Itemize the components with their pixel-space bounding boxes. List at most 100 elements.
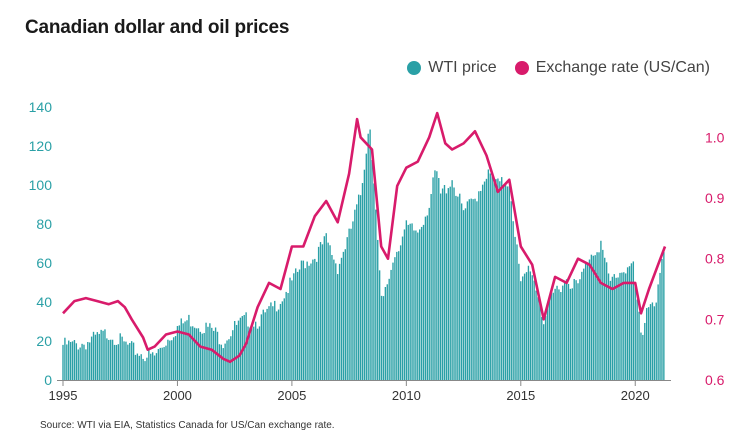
wti-bar bbox=[396, 251, 398, 380]
wti-bar bbox=[373, 183, 375, 380]
wti-bar bbox=[323, 236, 326, 380]
wti-bar bbox=[571, 288, 573, 380]
wti-bar bbox=[636, 299, 638, 380]
wti-bar bbox=[121, 336, 123, 380]
wti-bar bbox=[489, 173, 491, 380]
wti-bar bbox=[398, 251, 400, 380]
wti-bar bbox=[279, 303, 282, 380]
wti-bar bbox=[581, 271, 583, 380]
wti-bar bbox=[420, 226, 423, 380]
wti-bar bbox=[602, 249, 604, 380]
wti-bar bbox=[432, 177, 434, 380]
x-tick-label: 2005 bbox=[277, 388, 306, 403]
wti-bar bbox=[207, 326, 209, 380]
wti-bar bbox=[392, 262, 394, 380]
wti-bar bbox=[415, 230, 417, 380]
wti-bar bbox=[640, 332, 642, 380]
wti-bar bbox=[138, 355, 140, 380]
wti-bar bbox=[638, 311, 640, 380]
wti-bar bbox=[439, 193, 442, 380]
wti-bar bbox=[338, 263, 341, 380]
wti-bar bbox=[71, 341, 74, 380]
wti-bar bbox=[419, 229, 421, 380]
wti-bar bbox=[304, 268, 306, 380]
wti-bar bbox=[144, 361, 146, 380]
wti-bar bbox=[460, 203, 463, 380]
wti-bar bbox=[476, 201, 478, 380]
wti-bar bbox=[317, 246, 320, 380]
wti-bar bbox=[625, 273, 627, 380]
wti-bar bbox=[371, 160, 373, 380]
wti-bar bbox=[567, 283, 570, 380]
wti-bar bbox=[272, 306, 274, 380]
wti-bar bbox=[649, 304, 652, 380]
wti-bar bbox=[92, 331, 95, 380]
x-tick-label: 2015 bbox=[506, 388, 535, 403]
wti-bar bbox=[333, 259, 335, 380]
wti-bar bbox=[68, 340, 70, 380]
wti-bar bbox=[77, 349, 79, 380]
wti-bar bbox=[220, 344, 223, 380]
wti-bar bbox=[613, 274, 615, 380]
wti-bar bbox=[541, 317, 543, 380]
y-left-tick-label: 0 bbox=[44, 372, 52, 388]
wti-bar bbox=[573, 278, 575, 380]
wti-bar bbox=[209, 323, 211, 380]
wti-bar bbox=[592, 255, 594, 380]
wti-bar bbox=[655, 302, 657, 380]
legend-item-wti: WTI price bbox=[407, 59, 497, 77]
wti-bar bbox=[140, 354, 142, 380]
wti-bar bbox=[569, 288, 572, 380]
wti-bar bbox=[344, 249, 346, 380]
wti-bar bbox=[73, 340, 76, 380]
y-left-tick-label: 140 bbox=[29, 99, 53, 115]
wti-bar bbox=[497, 178, 499, 380]
wti-bar bbox=[150, 353, 152, 380]
wti-bar bbox=[274, 300, 276, 380]
wti-bar bbox=[598, 252, 600, 380]
wti-bar bbox=[167, 339, 169, 380]
wti-bar bbox=[237, 320, 240, 380]
wti-bar bbox=[481, 184, 484, 380]
wti-bar bbox=[609, 280, 612, 380]
wti-bar bbox=[523, 273, 526, 380]
wti-bar bbox=[213, 330, 215, 380]
y-right-tick-label: 0.6 bbox=[705, 372, 725, 388]
wti-bar bbox=[174, 336, 177, 380]
wti-bar bbox=[90, 336, 93, 380]
wti-bar bbox=[562, 285, 564, 380]
wti-bar bbox=[104, 329, 106, 380]
wti-bar bbox=[611, 276, 614, 380]
wti-bar bbox=[100, 329, 102, 380]
wti-bar bbox=[277, 309, 280, 380]
wti-bar bbox=[548, 298, 551, 380]
y-right-tick-label: 1.0 bbox=[705, 129, 725, 145]
wti-bar bbox=[466, 201, 469, 380]
wti-bar bbox=[157, 349, 160, 380]
wti-bar bbox=[516, 244, 518, 380]
wti-bar bbox=[403, 229, 406, 380]
wti-bar bbox=[159, 347, 161, 380]
wti-bar bbox=[438, 177, 440, 380]
y-left-tick-label: 40 bbox=[36, 294, 52, 310]
wti-bar bbox=[361, 183, 364, 380]
wti-bar bbox=[129, 343, 131, 380]
wti-bar bbox=[293, 273, 295, 380]
wti-bar bbox=[111, 339, 114, 380]
wti-bar bbox=[550, 293, 553, 380]
wti-bar bbox=[575, 280, 577, 380]
wti-bar bbox=[354, 209, 356, 380]
wti-bar bbox=[604, 257, 606, 380]
wti-bar bbox=[422, 224, 425, 380]
wti-bar bbox=[132, 342, 135, 380]
wti-bar bbox=[464, 208, 467, 380]
wti-bar bbox=[399, 245, 402, 380]
wti-bar bbox=[203, 333, 205, 380]
wti-bar bbox=[102, 330, 104, 380]
wti-bar bbox=[491, 175, 493, 380]
wti-bar bbox=[565, 279, 568, 380]
wti-bar bbox=[504, 184, 507, 380]
wti-bar bbox=[594, 255, 596, 380]
wti-bar bbox=[426, 215, 429, 380]
wti-bar bbox=[409, 223, 411, 380]
